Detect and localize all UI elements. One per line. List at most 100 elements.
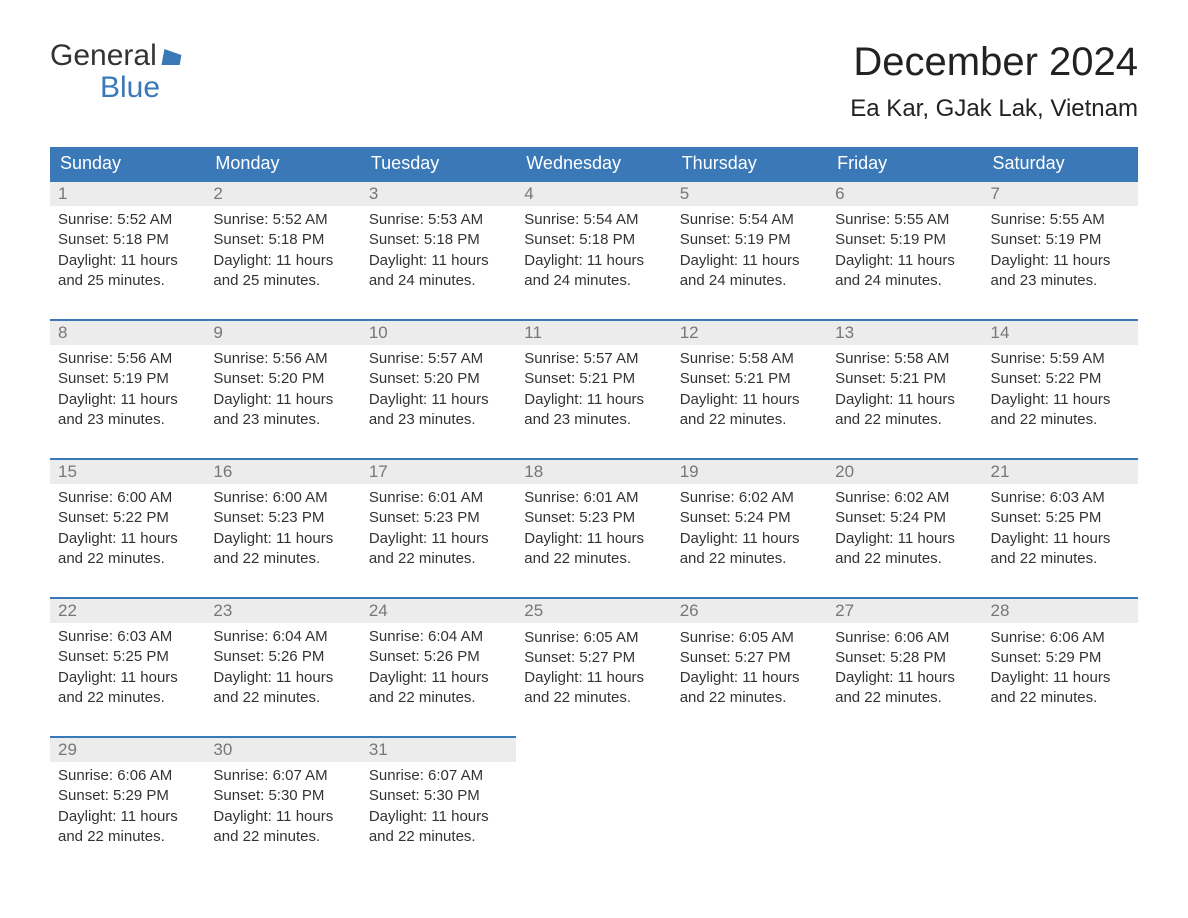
daylight-line: Daylight: 11 hours and 22 minutes.: [680, 390, 819, 431]
day-number: 9: [205, 320, 360, 345]
day-cell: Sunrise: 6:05 AMSunset: 5:27 PMDaylight:…: [672, 623, 827, 737]
sunset-line: Sunset: 5:30 PM: [369, 786, 508, 806]
sunset-line: Sunset: 5:18 PM: [213, 230, 352, 250]
day-cell: [827, 762, 982, 857]
day-number: [983, 737, 1138, 762]
day-number: 1: [50, 181, 205, 206]
day-content-row: Sunrise: 6:03 AMSunset: 5:25 PMDaylight:…: [50, 623, 1138, 737]
sunrise-line: Sunrise: 5:56 AM: [58, 349, 197, 369]
day-number: 19: [672, 459, 827, 484]
day-cell: Sunrise: 6:05 AMSunset: 5:27 PMDaylight:…: [516, 623, 671, 737]
sunrise-line: Sunrise: 6:03 AM: [991, 488, 1130, 508]
day-number: 11: [516, 320, 671, 345]
day-cell: Sunrise: 6:06 AMSunset: 5:28 PMDaylight:…: [827, 623, 982, 737]
day-number: 10: [361, 320, 516, 345]
sunset-line: Sunset: 5:23 PM: [524, 508, 663, 528]
sunset-line: Sunset: 5:28 PM: [835, 648, 974, 668]
sunset-line: Sunset: 5:26 PM: [213, 647, 352, 667]
day-header-row: SundayMondayTuesdayWednesdayThursdayFrid…: [50, 147, 1138, 181]
daylight-line: Daylight: 11 hours and 22 minutes.: [369, 529, 508, 570]
day-cell: Sunrise: 5:52 AMSunset: 5:18 PMDaylight:…: [50, 206, 205, 320]
sunset-line: Sunset: 5:18 PM: [524, 230, 663, 250]
daylight-line: Daylight: 11 hours and 23 minutes.: [58, 390, 197, 431]
day-header: Thursday: [672, 147, 827, 181]
daylight-line: Daylight: 11 hours and 22 minutes.: [835, 529, 974, 570]
sunrise-line: Sunrise: 5:52 AM: [213, 210, 352, 230]
day-number: 28: [983, 598, 1138, 623]
day-header: Saturday: [983, 147, 1138, 181]
sunset-line: Sunset: 5:21 PM: [835, 369, 974, 389]
day-number: 14: [983, 320, 1138, 345]
sunrise-line: Sunrise: 6:00 AM: [58, 488, 197, 508]
day-number: 27: [827, 598, 982, 623]
daylight-line: Daylight: 11 hours and 23 minutes.: [991, 251, 1130, 292]
sunrise-line: Sunrise: 5:58 AM: [835, 349, 974, 369]
day-number: 26: [672, 598, 827, 623]
day-cell: [983, 762, 1138, 857]
day-number: 4: [516, 181, 671, 206]
daylight-line: Daylight: 11 hours and 22 minutes.: [835, 390, 974, 431]
day-cell: Sunrise: 5:57 AMSunset: 5:20 PMDaylight:…: [361, 345, 516, 459]
logo-flag-icon: [161, 49, 182, 65]
day-number: [672, 737, 827, 762]
day-cell: Sunrise: 6:03 AMSunset: 5:25 PMDaylight:…: [50, 623, 205, 737]
day-number: 12: [672, 320, 827, 345]
sunset-line: Sunset: 5:19 PM: [680, 230, 819, 250]
day-cell: Sunrise: 6:04 AMSunset: 5:26 PMDaylight:…: [361, 623, 516, 737]
sunset-line: Sunset: 5:25 PM: [991, 508, 1130, 528]
sunset-line: Sunset: 5:20 PM: [369, 369, 508, 389]
sunrise-line: Sunrise: 6:07 AM: [369, 766, 508, 786]
sunrise-line: Sunrise: 6:04 AM: [369, 627, 508, 647]
header: General Blue December 2024 Ea Kar, GJak …: [50, 40, 1138, 123]
day-content-row: Sunrise: 6:00 AMSunset: 5:22 PMDaylight:…: [50, 484, 1138, 598]
daylight-line: Daylight: 11 hours and 22 minutes.: [680, 668, 819, 709]
day-cell: [672, 762, 827, 857]
sunset-line: Sunset: 5:26 PM: [369, 647, 508, 667]
sunrise-line: Sunrise: 6:07 AM: [213, 766, 352, 786]
daylight-line: Daylight: 11 hours and 22 minutes.: [524, 529, 663, 570]
sunrise-line: Sunrise: 6:05 AM: [680, 628, 819, 648]
daylight-line: Daylight: 11 hours and 24 minutes.: [524, 251, 663, 292]
day-content-row: Sunrise: 5:52 AMSunset: 5:18 PMDaylight:…: [50, 206, 1138, 320]
sunrise-line: Sunrise: 6:01 AM: [524, 488, 663, 508]
sunset-line: Sunset: 5:27 PM: [524, 648, 663, 668]
day-number: 15: [50, 459, 205, 484]
sunset-line: Sunset: 5:22 PM: [58, 508, 197, 528]
daylight-line: Daylight: 11 hours and 22 minutes.: [213, 668, 352, 709]
sunrise-line: Sunrise: 6:06 AM: [58, 766, 197, 786]
sunrise-line: Sunrise: 5:55 AM: [991, 210, 1130, 230]
sunrise-line: Sunrise: 6:05 AM: [524, 628, 663, 648]
sunrise-line: Sunrise: 5:54 AM: [524, 210, 663, 230]
day-cell: Sunrise: 5:54 AMSunset: 5:18 PMDaylight:…: [516, 206, 671, 320]
sunset-line: Sunset: 5:21 PM: [524, 369, 663, 389]
day-cell: Sunrise: 6:07 AMSunset: 5:30 PMDaylight:…: [205, 762, 360, 857]
sunset-line: Sunset: 5:27 PM: [680, 648, 819, 668]
day-cell: Sunrise: 5:55 AMSunset: 5:19 PMDaylight:…: [827, 206, 982, 320]
sunrise-line: Sunrise: 5:56 AM: [213, 349, 352, 369]
logo-word-2: Blue: [50, 72, 181, 104]
daylight-line: Daylight: 11 hours and 22 minutes.: [213, 807, 352, 848]
daylight-line: Daylight: 11 hours and 25 minutes.: [213, 251, 352, 292]
daylight-line: Daylight: 11 hours and 22 minutes.: [835, 668, 974, 709]
sunrise-line: Sunrise: 6:01 AM: [369, 488, 508, 508]
daylight-line: Daylight: 11 hours and 23 minutes.: [213, 390, 352, 431]
day-cell: Sunrise: 6:07 AMSunset: 5:30 PMDaylight:…: [361, 762, 516, 857]
logo: General Blue: [50, 40, 181, 103]
day-number: 5: [672, 181, 827, 206]
day-cell: Sunrise: 6:06 AMSunset: 5:29 PMDaylight:…: [983, 623, 1138, 737]
day-cell: Sunrise: 5:56 AMSunset: 5:19 PMDaylight:…: [50, 345, 205, 459]
sunrise-line: Sunrise: 6:00 AM: [213, 488, 352, 508]
sunrise-line: Sunrise: 5:57 AM: [369, 349, 508, 369]
location: Ea Kar, GJak Lak, Vietnam: [850, 95, 1138, 123]
day-header: Monday: [205, 147, 360, 181]
day-number: 29: [50, 737, 205, 762]
day-cell: Sunrise: 5:54 AMSunset: 5:19 PMDaylight:…: [672, 206, 827, 320]
daylight-line: Daylight: 11 hours and 23 minutes.: [524, 390, 663, 431]
sunrise-line: Sunrise: 5:57 AM: [524, 349, 663, 369]
daylight-line: Daylight: 11 hours and 22 minutes.: [524, 668, 663, 709]
day-cell: Sunrise: 5:56 AMSunset: 5:20 PMDaylight:…: [205, 345, 360, 459]
day-cell: [516, 762, 671, 857]
sunset-line: Sunset: 5:29 PM: [58, 786, 197, 806]
sunset-line: Sunset: 5:19 PM: [58, 369, 197, 389]
day-content-row: Sunrise: 6:06 AMSunset: 5:29 PM Daylight:…: [50, 762, 1138, 857]
